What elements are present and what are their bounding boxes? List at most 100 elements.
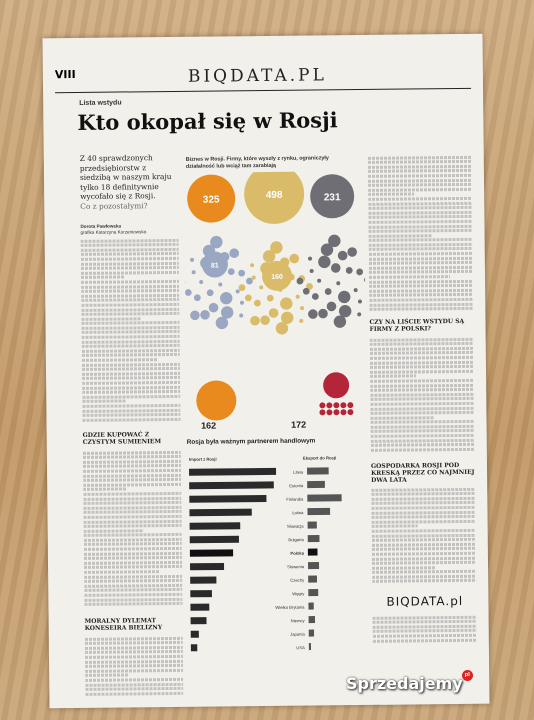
bubble-bottom-0 [196,380,237,421]
text-line [372,624,477,629]
text-line [83,528,144,533]
text-line [84,570,161,574]
small-bubble [338,304,352,318]
bubble-mid-0 [201,251,228,278]
text-line [368,256,473,261]
small-bubble [184,289,192,296]
text-line [82,371,181,376]
export-bar [308,561,320,570]
import-bar [190,617,207,625]
country-label: Węgry [292,591,305,596]
country-label: Czechy [290,578,305,583]
text-line [371,501,476,506]
text-line [81,293,180,298]
text-line [372,633,477,638]
export-bar [308,643,312,651]
text-line [371,519,476,524]
bubble-bottom-1 [323,372,350,399]
headline: Kto okopał się w Rosji [77,107,338,135]
text-line [368,251,473,256]
small-bubble [215,316,229,330]
text-line [84,645,183,650]
text-line [82,459,181,464]
text-line [82,394,181,399]
export-bar [307,507,331,516]
text-line [370,410,475,416]
text-line [81,362,180,367]
bubble-mid-value: 81 [211,262,219,269]
small-bubble [330,263,341,273]
text-line [369,293,474,298]
bar-right-header: Eksport do Rosji [302,455,337,461]
text-line [81,316,142,321]
footer-logo: BIQDATA.pl [386,593,464,609]
text-line [83,501,182,506]
import-bar [189,535,239,544]
text-line [367,169,472,174]
small-bubble [357,312,362,317]
text-line [368,228,473,234]
small-bubble [244,294,252,302]
text-line [83,523,182,529]
text-line [367,155,472,160]
text-line [368,196,473,201]
text-line [370,392,475,397]
small-bubble [324,288,332,295]
small-bubble [326,301,337,312]
small-bubble [319,402,326,409]
text-line [367,160,472,165]
small-bubble [238,284,246,292]
text-line [369,297,474,302]
small-bubble [239,313,244,318]
country-label: Słowacja [287,524,304,529]
body-column-left-mid [82,449,183,610]
masthead: BIQDATA.PL [187,65,327,87]
text-line [84,574,183,579]
import-bar [189,495,267,503]
text-line [81,344,180,349]
text-line [372,619,477,625]
country-label: Bułgaria [288,537,304,542]
body-column-right-top [367,154,474,313]
small-bubble [199,279,204,284]
export-bar [308,575,318,583]
text-line [369,307,474,312]
text-line [368,224,473,229]
text-line [370,424,475,429]
text-line [80,256,179,261]
small-bubble [338,290,351,304]
bubble-chart: 325 498 231 81 160 162 172 [183,170,367,431]
bubble-chart-title: Biznes w Rosji. Firmy, które wyszły z ry… [185,155,329,170]
small-bubble [311,293,319,300]
import-bar [189,522,241,530]
text-line [80,238,179,243]
import-bar [190,562,225,571]
text-line [370,438,475,443]
text-line [85,668,184,673]
text-line [368,215,473,220]
header-rule [55,87,472,94]
text-line [83,496,182,501]
small-bubble [250,263,255,268]
text-line [371,556,476,561]
text-line [84,650,183,655]
text-line [370,433,475,438]
text-line [83,560,183,565]
text-line [368,192,414,197]
import-bar [189,481,274,490]
watermark-logo: Sprzedajemy pl [346,670,473,693]
text-line [85,677,184,682]
small-bubble [220,292,233,305]
kicker: Lista wstydu [79,99,122,107]
small-bubble [218,282,223,287]
bubble-top-value: 498 [266,190,283,201]
lead-text: Z 40 sprawdzonych przedsiębiorstw z sied… [79,153,172,202]
text-line [81,298,180,303]
text-line [81,330,180,335]
small-bubble [227,268,235,276]
small-bubble [333,409,340,416]
text-line [372,560,477,565]
text-line [81,348,180,353]
body-column-right-mid [369,336,475,455]
export-bar [307,521,317,529]
